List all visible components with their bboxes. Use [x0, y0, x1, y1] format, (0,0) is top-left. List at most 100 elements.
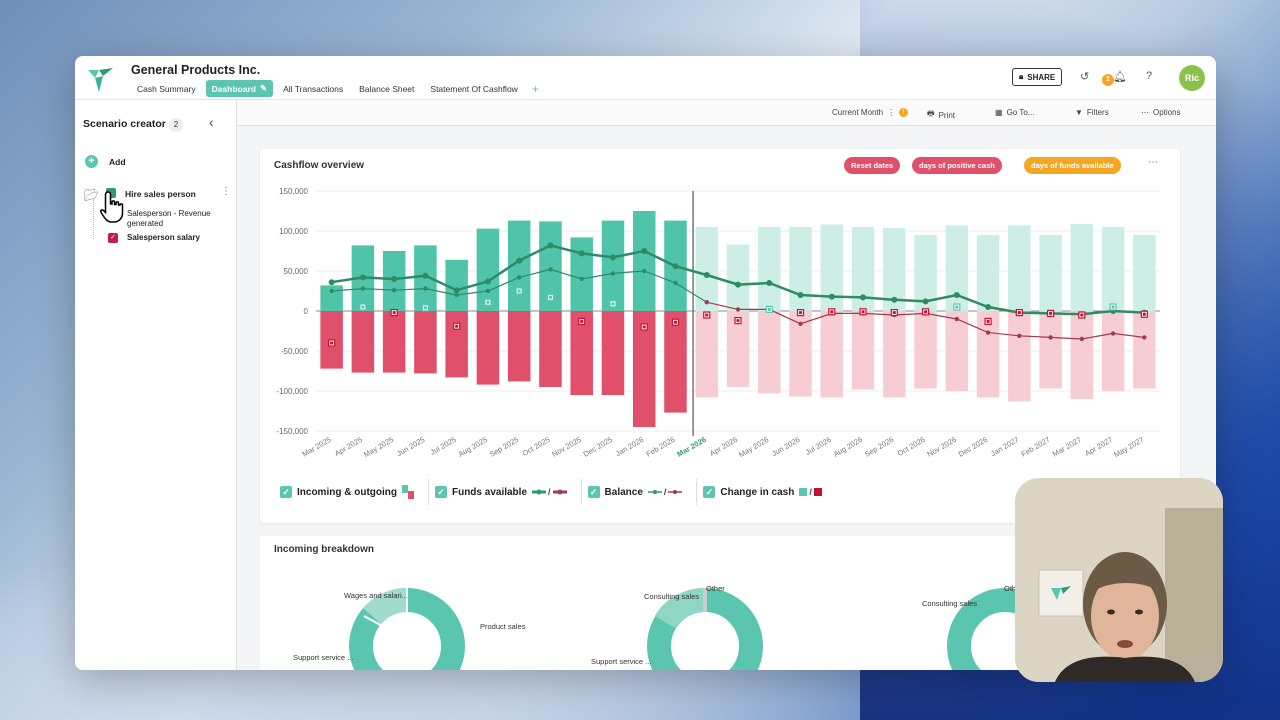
- scenario-item-revenue[interactable]: Salesperson - Revenue generated: [127, 209, 211, 228]
- y-tick-label: -100,000: [276, 387, 308, 396]
- add-scenario-button[interactable]: Add: [109, 157, 126, 167]
- incoming-bar: [914, 235, 937, 311]
- tab-statement-of-cashflow[interactable]: Statement Of Cashflow: [430, 83, 518, 94]
- incoming-bar: [976, 235, 1000, 311]
- current-month-label: Current Month: [832, 108, 884, 117]
- legend-checkbox[interactable]: ✓: [280, 486, 292, 498]
- legend-checkbox[interactable]: ✓: [587, 486, 600, 498]
- x-tick-label: May 2025: [362, 435, 395, 459]
- change-in-cash-marker-fill: [330, 341, 334, 345]
- filters-button[interactable]: ▼ Filters: [1075, 108, 1109, 117]
- legend-checkbox[interactable]: ✓: [434, 486, 447, 498]
- outgoing-bar: [570, 311, 593, 395]
- help-icon[interactable]: ?: [1146, 70, 1153, 82]
- print-button[interactable]: 🖶︎ Print: [927, 108, 955, 122]
- history-icon[interactable]: ↺: [1080, 71, 1090, 83]
- add-icon[interactable]: +: [85, 155, 98, 168]
- x-tick-label: May 2026: [737, 435, 770, 459]
- funds-available-line-point: [453, 287, 460, 294]
- legend-change-in-cash[interactable]: ✓ Change in cash /: [697, 479, 835, 505]
- funds-available-line-point: [703, 272, 710, 278]
- x-tick-label: Jun 2026: [770, 435, 801, 458]
- legend-checkbox[interactable]: ✓: [703, 486, 716, 498]
- outgoing-bar: [476, 311, 500, 385]
- change-in-cash-marker-fill: [955, 305, 959, 309]
- incoming-bar: [570, 237, 593, 311]
- tab-dashboard[interactable]: Dashboard ✎: [205, 80, 274, 97]
- scenario-name[interactable]: Hire sales person: [125, 189, 196, 199]
- change-in-cash-marker-fill: [392, 311, 396, 315]
- change-in-cash-marker-fill: [1017, 311, 1021, 315]
- change-in-cash-marker-fill: [1142, 312, 1146, 316]
- more-icon[interactable]: ⋯: [1148, 157, 1158, 168]
- lock-icon: 🔒︎: [1019, 72, 1024, 81]
- outgoing-bar: [1039, 311, 1062, 389]
- card-title: Cashflow overview: [274, 160, 365, 171]
- goto-button[interactable]: ▦ Go To...: [995, 108, 1034, 117]
- funds-available-line-point: [484, 278, 491, 285]
- legend-label: Incoming & outgoing: [297, 486, 397, 498]
- x-tick-label: Mar 2026: [675, 435, 707, 459]
- days-positive-cash-button[interactable]: days of positive cash: [912, 157, 1002, 174]
- funds-available-line-point: [391, 276, 398, 282]
- legend-label: Funds available: [451, 486, 528, 498]
- bell-icon[interactable]: 🔔︎: [1113, 71, 1127, 83]
- donut-chart-2: [647, 588, 763, 670]
- outgoing-bar: [883, 311, 906, 398]
- y-tick-label: 100,000: [279, 227, 308, 236]
- app-logo-icon[interactable]: [85, 64, 115, 94]
- options-button[interactable]: ⋯ Options: [1141, 108, 1181, 117]
- funds-available-line-point: [828, 293, 835, 300]
- notification-badge: 1: [1102, 74, 1114, 86]
- share-label: SHARE: [1027, 72, 1056, 82]
- reset-dates-button[interactable]: Reset dates: [844, 157, 901, 174]
- legend-balance[interactable]: ✓ Balance /: [582, 479, 698, 505]
- kebab-icon[interactable]: ⋮: [221, 186, 231, 197]
- item-checkbox[interactable]: ✓: [108, 233, 118, 243]
- incoming-bar: [1101, 227, 1125, 311]
- tab-balance-sheet[interactable]: Balance Sheet: [359, 83, 415, 94]
- scenario-count-badge: 2: [169, 118, 183, 132]
- incoming-bar: [695, 227, 718, 311]
- share-button[interactable]: 🔒︎ SHARE: [1012, 68, 1063, 86]
- days-funds-available-button[interactable]: days of funds available: [1024, 157, 1121, 174]
- current-month-selector[interactable]: Current Month ⋮ !: [832, 108, 909, 117]
- x-tick-label: Feb 2027: [1020, 435, 1052, 459]
- tab-cash-summary[interactable]: Cash Summary: [137, 83, 196, 94]
- balance-line-point: [704, 300, 709, 305]
- add-tab-icon[interactable]: +: [531, 81, 539, 96]
- donut-label: Wages and salari...: [344, 591, 408, 600]
- funds-available-line-point: [328, 279, 335, 286]
- donut-slice-consulting: [654, 588, 706, 629]
- outgoing-bar: [851, 311, 875, 390]
- change-in-cash-marker-fill: [673, 320, 677, 324]
- change-in-cash-marker-fill: [455, 324, 459, 328]
- balance-line-point: [610, 271, 616, 276]
- funds-available-line-point: [797, 292, 804, 298]
- webcam-overlay: [1015, 478, 1223, 682]
- incoming-bar: [445, 259, 468, 311]
- x-tick-label: Jan 2027: [989, 435, 1020, 458]
- legend-incoming-outgoing[interactable]: ✓ Incoming & outgoing: [274, 479, 429, 505]
- avatar[interactable]: Ric: [1179, 65, 1205, 91]
- pencil-icon[interactable]: ✎: [259, 83, 268, 93]
- change-in-cash-marker-fill: [642, 325, 646, 329]
- legend-separator: /: [663, 487, 667, 497]
- printer-icon: 🖶︎: [927, 109, 935, 118]
- chevron-left-icon[interactable]: ‹: [209, 114, 214, 130]
- tab-all-transactions[interactable]: All Transactions: [283, 83, 344, 94]
- change-in-cash-marker-fill: [736, 319, 740, 323]
- donut-label: Support service ...: [293, 653, 354, 662]
- legend-funds-available[interactable]: ✓ Funds available /: [429, 479, 582, 505]
- x-tick-label: Oct 2026: [896, 435, 927, 458]
- balance-line-point: [642, 268, 647, 274]
- scenario-item-salary[interactable]: Salesperson salary: [127, 233, 200, 242]
- folder-icon[interactable]: 📂︎: [84, 188, 100, 202]
- donut-divider: [363, 615, 387, 629]
- legend-separator: /: [548, 487, 551, 497]
- balance-line-point: [985, 330, 991, 335]
- legend-square-symbol-icon: /: [799, 487, 822, 497]
- filters-label: Filters: [1086, 108, 1109, 117]
- funds-available-line-point: [735, 281, 741, 288]
- outgoing-bar: [820, 311, 844, 398]
